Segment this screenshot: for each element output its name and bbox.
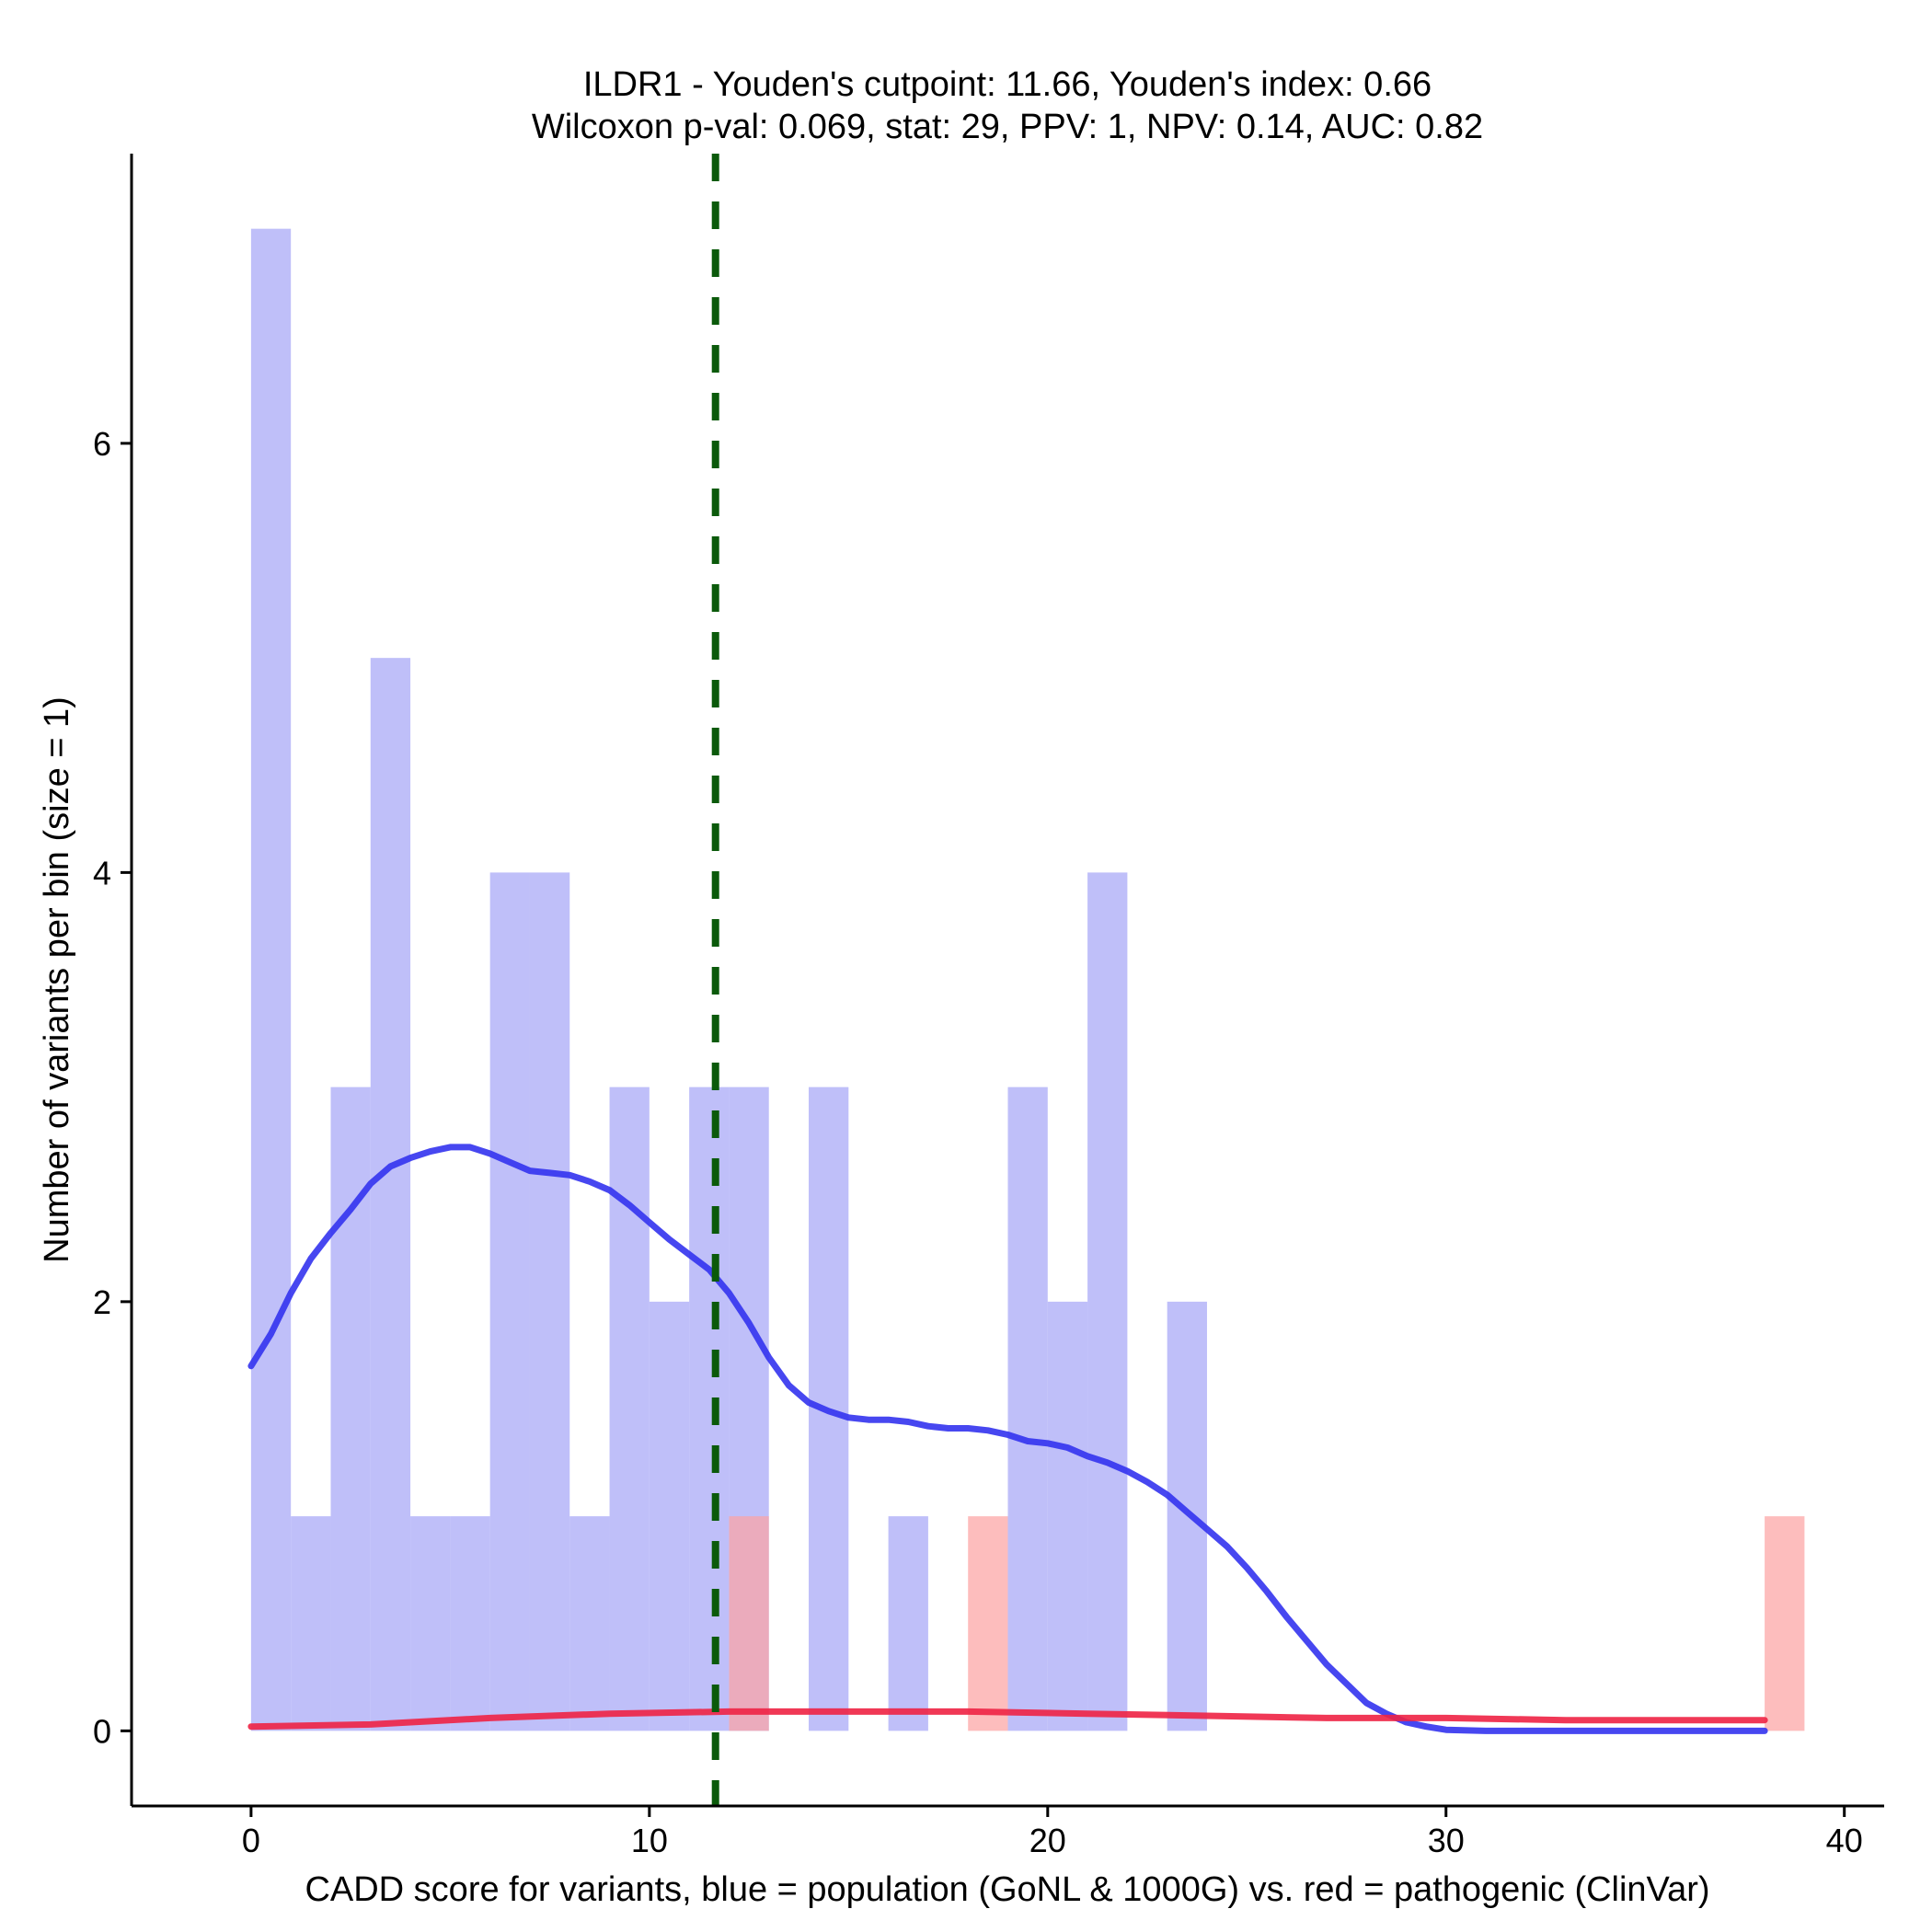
y-tick-label-0: 0 [93, 1712, 111, 1750]
population-bar-10 [649, 1301, 690, 1731]
population-bar-21 [1087, 872, 1128, 1731]
population-bar-11 [689, 1087, 730, 1731]
pathogenic-density-curve [247, 1708, 1768, 1731]
y-tick-label-2: 2 [93, 1283, 111, 1321]
population-bar-16 [888, 1516, 928, 1731]
population-bar-9 [609, 1087, 650, 1731]
x-tick-label-30: 30 [1428, 1822, 1465, 1859]
x-tick-label-0: 0 [242, 1822, 260, 1859]
y-tick-label-6: 6 [93, 425, 111, 463]
x-axis-label: CADD score for variants, blue = populati… [305, 1870, 1709, 1909]
pathogenic-bar-38 [1765, 1516, 1805, 1731]
population-bar-5 [450, 1516, 490, 1731]
pathogenic-bar-12 [729, 1516, 769, 1731]
y-tick-label-4: 4 [93, 854, 111, 891]
population-density-curve [247, 1144, 1768, 1734]
x-tick-label-10: 10 [631, 1822, 668, 1859]
y-axis-label: Number of variants per bin (size = 1) [38, 696, 76, 1263]
ticks-layer: 0 10 20 30 40 0 2 4 6 [93, 425, 1863, 1859]
x-tick-label-40: 40 [1826, 1822, 1863, 1859]
population-bar-2 [330, 1087, 371, 1731]
chart-title: ILDR1 - Youden's cutpoint: 11.66, Youden… [583, 65, 1432, 104]
population-bar-0 [250, 228, 292, 1731]
population-bar-6 [489, 872, 530, 1731]
pathogenic-bar-18 [968, 1516, 1008, 1731]
population-bar-19 [1007, 1087, 1048, 1731]
population-bar-7 [529, 872, 570, 1731]
population-bar-20 [1047, 1301, 1088, 1731]
bars-layer [250, 228, 1805, 1731]
population-bar-4 [410, 1516, 451, 1731]
population-bar-8 [569, 1516, 610, 1731]
chart-subtitle: Wilcoxon p-val: 0.069, stat: 29, PPV: 1,… [532, 108, 1483, 146]
population-bar-3 [370, 658, 411, 1731]
population-bar-1 [291, 1516, 331, 1731]
density-curves-layer [247, 1144, 1768, 1734]
x-tick-label-20: 20 [1029, 1822, 1066, 1859]
